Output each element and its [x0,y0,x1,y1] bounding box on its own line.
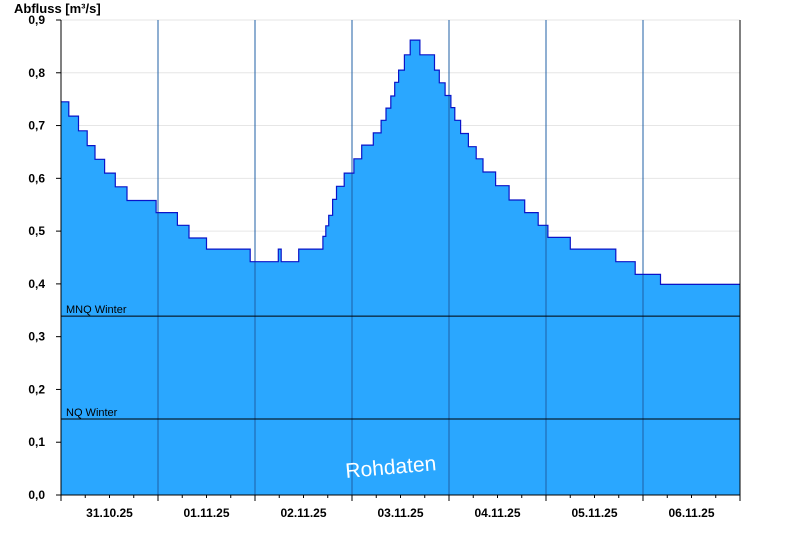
y-tick-label: 0,7 [28,119,45,133]
x-tick-label: 02.11.25 [280,506,326,520]
y-axis-title: Abfluss [m³/s] [14,1,101,16]
x-tick-label: 04.11.25 [474,506,520,520]
y-tick-label: 0,9 [28,13,45,27]
y-tick-label: 0,5 [28,224,45,238]
reference-lines: MNQ Winter NQ Winter [61,304,740,420]
x-axis-ticks: 31.10.25 01.11.25 02.11.25 03.11.25 04.11.25… [60,495,741,520]
x-tick-label: 05.11.25 [571,506,617,520]
y-tick-label: 0,1 [28,435,45,449]
y-tick-label: 0,0 [28,488,45,502]
y-tick-label: 0,8 [28,66,45,80]
y-tick-label: 0,2 [28,382,45,396]
x-tick-label: 06.11.25 [668,506,714,520]
day-separator-lines [157,20,644,495]
y-tick-label: 0,6 [28,171,45,185]
reference-line-label: MNQ Winter [66,304,127,316]
x-tick-label: 03.11.25 [377,506,423,520]
discharge-area [61,40,740,495]
x-tick-label: 31.10.25 [86,506,133,520]
discharge-line [60,39,740,285]
y-axis-ticks: 0,0 0,1 0,2 0,3 0,4 0,5 0,6 0,7 0,8 0,9 [28,13,61,502]
y-tick-label: 0,3 [28,330,45,344]
x-tick-label: 01.11.25 [183,506,229,520]
reference-line-label: NQ Winter [66,407,118,419]
y-tick-label: 0,4 [28,277,45,291]
